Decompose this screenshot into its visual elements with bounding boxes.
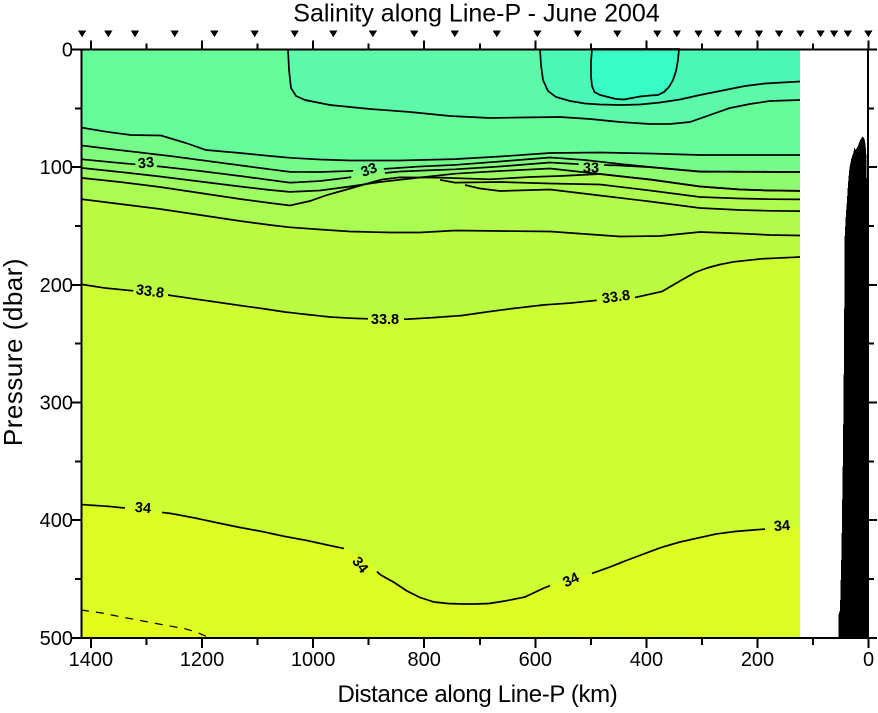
svg-text:200: 200 bbox=[40, 275, 73, 297]
svg-text:Salinity along Line-P - June 2: Salinity along Line-P - June 2004 bbox=[293, 0, 660, 28]
svg-text:1400: 1400 bbox=[69, 649, 114, 671]
svg-text:0: 0 bbox=[863, 649, 874, 671]
svg-text:500: 500 bbox=[40, 628, 73, 650]
svg-text:33.8: 33.8 bbox=[601, 288, 631, 308]
svg-text:Pressure (dbar): Pressure (dbar) bbox=[0, 258, 28, 446]
svg-text:33.8: 33.8 bbox=[135, 282, 165, 302]
svg-text:200: 200 bbox=[741, 649, 774, 671]
svg-text:34: 34 bbox=[348, 554, 371, 577]
svg-text:Distance along Line-P (km): Distance along Line-P (km) bbox=[338, 681, 618, 708]
svg-text:600: 600 bbox=[519, 649, 552, 671]
svg-text:33: 33 bbox=[137, 155, 155, 173]
svg-text:100: 100 bbox=[40, 157, 73, 179]
svg-text:34: 34 bbox=[561, 570, 582, 591]
svg-text:400: 400 bbox=[40, 510, 73, 532]
svg-text:800: 800 bbox=[408, 649, 441, 671]
svg-text:33: 33 bbox=[583, 161, 599, 177]
svg-text:300: 300 bbox=[40, 392, 73, 414]
svg-text:0: 0 bbox=[62, 40, 73, 62]
svg-text:1000: 1000 bbox=[291, 649, 336, 671]
svg-text:1200: 1200 bbox=[180, 649, 225, 671]
svg-text:33: 33 bbox=[359, 160, 380, 181]
svg-text:34: 34 bbox=[134, 500, 151, 517]
svg-text:33.8: 33.8 bbox=[371, 312, 399, 328]
svg-text:34: 34 bbox=[773, 518, 790, 535]
svg-text:400: 400 bbox=[630, 649, 663, 671]
